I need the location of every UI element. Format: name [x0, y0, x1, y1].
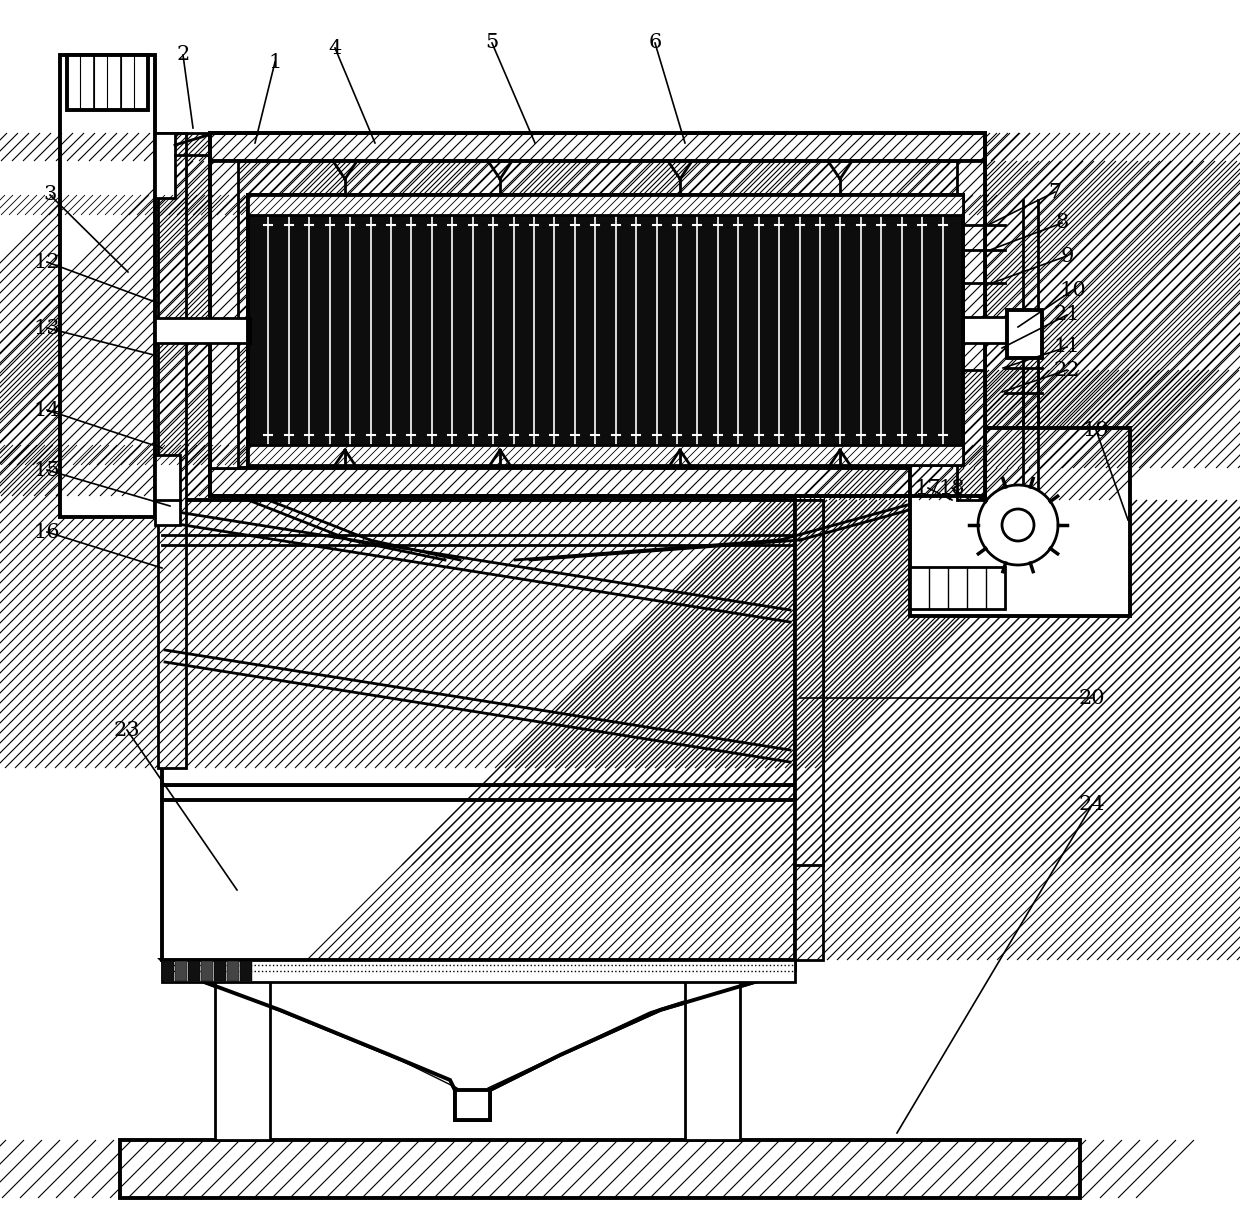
- Polygon shape: [182, 960, 775, 1092]
- Text: 1: 1: [268, 53, 281, 72]
- Bar: [957, 161, 985, 468]
- Text: 21: 21: [1054, 306, 1080, 325]
- Text: 7: 7: [1048, 182, 1061, 202]
- Bar: [201, 960, 213, 981]
- Circle shape: [1002, 510, 1034, 541]
- Bar: [210, 133, 985, 496]
- Text: 20: 20: [1079, 688, 1105, 708]
- Bar: [134, 55, 148, 110]
- Bar: [957, 370, 985, 500]
- Bar: [210, 161, 238, 468]
- Text: 8: 8: [1055, 214, 1069, 232]
- Bar: [175, 960, 187, 981]
- Text: 22: 22: [1054, 360, 1080, 380]
- Bar: [162, 785, 795, 960]
- Bar: [210, 133, 985, 161]
- Text: 16: 16: [33, 523, 61, 541]
- Bar: [67, 55, 81, 110]
- Bar: [963, 316, 1023, 343]
- Text: 3: 3: [43, 186, 57, 204]
- Text: 15: 15: [33, 461, 61, 479]
- Bar: [162, 960, 795, 982]
- Bar: [215, 960, 226, 981]
- Bar: [795, 500, 823, 960]
- Bar: [795, 500, 823, 865]
- Bar: [60, 55, 155, 517]
- Bar: [81, 55, 93, 110]
- Text: 11: 11: [1054, 337, 1080, 357]
- Bar: [215, 965, 270, 1140]
- Text: 6: 6: [649, 33, 662, 53]
- Bar: [122, 55, 134, 110]
- Bar: [227, 960, 239, 981]
- Text: 13: 13: [33, 319, 61, 337]
- Bar: [910, 567, 1004, 609]
- Bar: [155, 500, 180, 525]
- Bar: [157, 133, 186, 767]
- Bar: [155, 455, 180, 503]
- Bar: [684, 965, 740, 1140]
- Text: 14: 14: [33, 401, 61, 419]
- Text: 2: 2: [176, 45, 190, 65]
- Text: 12: 12: [33, 253, 61, 271]
- Text: 18: 18: [939, 479, 965, 497]
- Bar: [910, 428, 1130, 616]
- Bar: [162, 500, 795, 785]
- Text: 10: 10: [1060, 281, 1086, 299]
- Bar: [67, 55, 148, 110]
- Bar: [248, 445, 963, 466]
- Bar: [248, 196, 963, 215]
- Bar: [155, 318, 250, 343]
- Bar: [94, 55, 107, 110]
- Text: 9: 9: [1060, 247, 1074, 265]
- Bar: [1007, 310, 1042, 358]
- Bar: [248, 196, 963, 466]
- Bar: [455, 1090, 490, 1121]
- Bar: [120, 1140, 1080, 1198]
- Polygon shape: [162, 960, 795, 1121]
- Text: 4: 4: [329, 39, 342, 57]
- Bar: [241, 960, 252, 981]
- Bar: [107, 55, 120, 110]
- Bar: [188, 960, 200, 981]
- Text: 5: 5: [485, 33, 498, 53]
- Bar: [210, 468, 985, 496]
- Text: 23: 23: [114, 721, 140, 739]
- Text: 19: 19: [1083, 420, 1110, 440]
- Circle shape: [978, 485, 1058, 565]
- Bar: [155, 133, 175, 198]
- Bar: [162, 960, 174, 981]
- Bar: [248, 196, 963, 466]
- Text: 24: 24: [1079, 796, 1105, 815]
- Text: 17: 17: [915, 479, 941, 497]
